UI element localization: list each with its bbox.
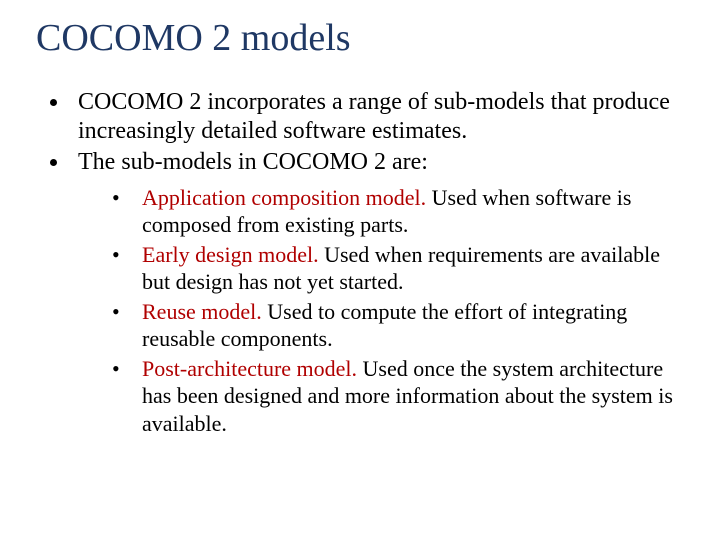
submodel-item: • Application composition model. Used wh… [108, 184, 681, 239]
submodel-term: Application composition model. [142, 185, 426, 210]
bullet-icon: • [112, 184, 120, 212]
main-point-text: The sub-models in COCOMO 2 are: [78, 149, 428, 175]
bullet-icon: • [112, 241, 120, 269]
submodel-item: • Reuse model. Used to compute the effor… [108, 298, 681, 353]
slide-title: COCOMO 2 models [36, 18, 681, 60]
bullet-icon: • [112, 298, 120, 326]
slide: COCOMO 2 models COCOMO 2 incorporates a … [0, 0, 717, 538]
submodel-term: Early design model. [142, 242, 319, 267]
main-point-text: COCOMO 2 incorporates a range of sub-mod… [78, 89, 670, 144]
main-point: COCOMO 2 incorporates a range of sub-mod… [44, 88, 681, 147]
bullet-icon: • [112, 355, 120, 383]
main-list: COCOMO 2 incorporates a range of sub-mod… [36, 88, 681, 437]
sub-list: • Application composition model. Used wh… [78, 184, 681, 438]
submodel-item: • Early design model. Used when requirem… [108, 241, 681, 296]
submodel-item: • Post-architecture model. Used once the… [108, 355, 681, 438]
main-point: The sub-models in COCOMO 2 are: • Applic… [44, 148, 681, 437]
submodel-term: Post-architecture model. [142, 356, 357, 381]
submodel-term: Reuse model. [142, 299, 262, 324]
